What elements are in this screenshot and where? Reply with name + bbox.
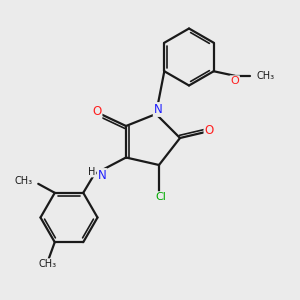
Text: CH₃: CH₃ (256, 71, 274, 81)
Text: CH₃: CH₃ (15, 176, 33, 186)
Text: N: N (98, 169, 106, 182)
Text: N: N (154, 103, 163, 116)
Text: H: H (88, 167, 95, 177)
Text: O: O (92, 105, 101, 118)
Text: CH₃: CH₃ (38, 259, 56, 269)
Text: Cl: Cl (155, 192, 166, 202)
Text: O: O (230, 76, 239, 86)
Text: O: O (205, 124, 214, 137)
